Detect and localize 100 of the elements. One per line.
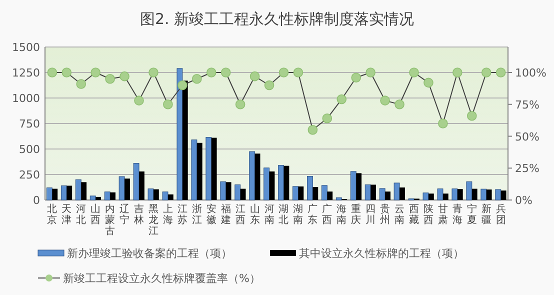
x-tick-label: 吉林 — [133, 203, 144, 226]
bar — [118, 176, 125, 200]
bar — [269, 171, 275, 200]
x-tick-label: 黑龙江 — [148, 204, 158, 237]
x-tick-label: 广东 — [308, 203, 318, 226]
bar — [110, 192, 116, 200]
bar — [370, 184, 376, 200]
bar — [176, 68, 183, 200]
x-tick-label: 陕西 — [423, 203, 434, 226]
y2-tick-label: 25% — [515, 162, 540, 176]
bar — [139, 171, 144, 200]
bar — [472, 188, 478, 200]
x-tick-label: 河北 — [76, 203, 86, 226]
x-tick-label: 福建 — [220, 203, 231, 226]
legend-label: 新办理竣工验收备案的工程（项） — [67, 247, 232, 260]
bar — [60, 185, 67, 200]
bar — [394, 182, 400, 200]
bar — [356, 173, 362, 200]
bar — [437, 188, 444, 200]
bar — [336, 197, 342, 200]
bar — [52, 188, 58, 200]
x-tick-label: 重庆 — [351, 203, 362, 226]
bar — [457, 189, 463, 200]
y2-tick-label: 0% — [515, 194, 532, 207]
x-tick-label: 新疆 — [481, 203, 492, 226]
bar — [249, 151, 256, 200]
legend-label: 新竣工工程设立永久性标牌覆盖率（%） — [63, 272, 260, 285]
bar — [321, 185, 328, 200]
bar — [96, 196, 102, 200]
x-tick-label: 宁夏 — [466, 203, 477, 226]
bar — [182, 80, 188, 200]
bar — [312, 187, 318, 200]
x-tick-label: 河南 — [264, 203, 274, 226]
bar — [466, 181, 472, 200]
y-tick-label: 1250 — [12, 66, 40, 80]
bar — [495, 189, 502, 200]
x-tick-label: 四川 — [366, 204, 376, 226]
x-tick-label: 天津 — [62, 204, 72, 226]
x-tick-label: 浙江 — [192, 203, 202, 226]
bar — [364, 184, 371, 200]
bar — [75, 179, 82, 200]
bar — [428, 194, 434, 200]
bar — [81, 182, 87, 200]
x-tick-label: 江西 — [235, 203, 246, 226]
bar — [133, 163, 140, 200]
bar — [327, 192, 333, 200]
x-tick-label: 兵团 — [496, 203, 506, 226]
y-tick-label: 1500 — [12, 41, 40, 54]
x-tick-label: 内蒙古 — [105, 203, 116, 237]
bar — [226, 182, 232, 200]
bar — [162, 192, 168, 200]
legend-label: 其中设立永久性标牌的工程（项） — [299, 247, 464, 260]
bar — [264, 168, 270, 200]
bar — [292, 186, 298, 200]
x-tick-label: 青海 — [452, 203, 462, 226]
chart-title: 图2. 新竣工工程永久性标牌制度落实情况 — [140, 10, 414, 28]
bar — [124, 178, 130, 200]
x-tick-label: 上海 — [162, 203, 173, 226]
y-tick-label: 500 — [19, 143, 40, 156]
bar — [278, 165, 284, 200]
bar — [46, 188, 52, 200]
x-tick-label: 海南 — [336, 203, 347, 226]
bar — [254, 154, 260, 200]
x-tick-label: 西藏 — [408, 204, 419, 226]
y-tick-label: 750 — [19, 118, 40, 130]
bar — [284, 166, 290, 200]
y2-tick-label: 75% — [515, 98, 540, 112]
y2-tick-label: 100% — [515, 66, 546, 80]
x-tick-label: 北京 — [47, 203, 58, 226]
bar — [196, 142, 202, 200]
bar — [298, 186, 304, 200]
bar — [234, 184, 241, 200]
x-tick-label: 安徽 — [206, 203, 216, 226]
bar — [211, 138, 217, 200]
bar — [350, 171, 356, 200]
bar — [500, 190, 506, 200]
x-tick-label: 湖南 — [293, 203, 304, 226]
bar — [168, 194, 174, 200]
x-tick-label: 山西 — [90, 203, 101, 226]
bar — [191, 140, 198, 200]
y-tick-label: 1000 — [12, 92, 40, 105]
bar — [148, 188, 154, 200]
x-tick-label: 辽宁 — [120, 203, 130, 226]
x-tick-label: 江苏 — [177, 203, 188, 226]
y-tick-label: 0 — [33, 194, 40, 207]
bar — [66, 186, 72, 200]
bar — [220, 181, 226, 200]
x-tick-label: 云南 — [394, 204, 405, 226]
x-tick-label: 贵州 — [380, 203, 390, 226]
bar — [153, 189, 159, 200]
bar — [452, 188, 458, 200]
bar — [104, 192, 110, 200]
y2-tick-label: 50% — [515, 130, 540, 144]
x-tick-label: 山东 — [250, 203, 260, 226]
bar — [90, 196, 96, 200]
x-tick-label: 湖北 — [278, 203, 289, 226]
bar — [206, 137, 212, 200]
bar — [307, 176, 313, 200]
bar — [240, 188, 246, 200]
bar — [385, 192, 390, 200]
